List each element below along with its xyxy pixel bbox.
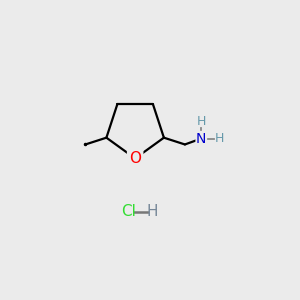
Text: O: O: [129, 151, 141, 166]
Text: H: H: [147, 204, 158, 219]
Text: Cl: Cl: [121, 204, 136, 219]
Text: H: H: [196, 115, 206, 128]
Text: N: N: [196, 131, 206, 146]
Text: H: H: [215, 132, 224, 145]
